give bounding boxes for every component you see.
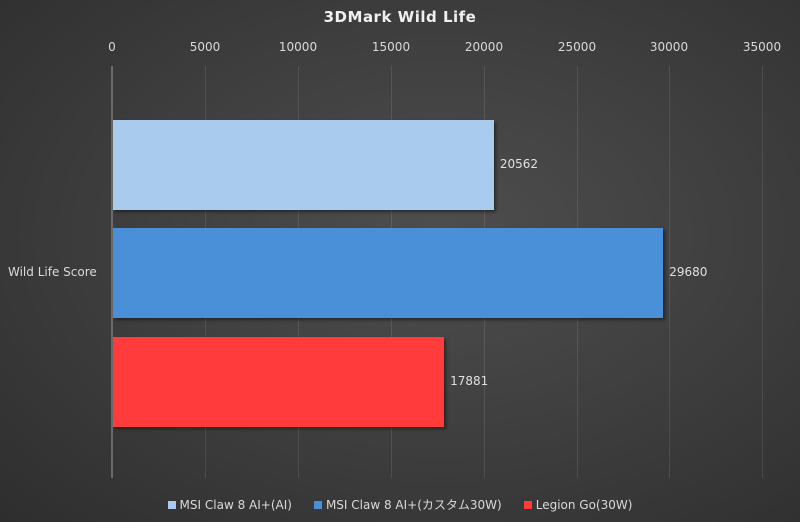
bar-legion-go-30w — [113, 337, 445, 427]
y-axis-line — [111, 66, 113, 478]
x-tick-label: 35000 — [742, 40, 782, 54]
category-label: Wild Life Score — [8, 265, 97, 279]
data-label: 20562 — [499, 157, 539, 171]
legend-swatch-icon — [523, 500, 532, 509]
x-tick-label: 15000 — [371, 40, 411, 54]
gridline — [669, 66, 670, 478]
legend-item: MSI Claw 8 AI+(AI) — [167, 496, 292, 513]
legend-label: MSI Claw 8 AI+(AI) — [179, 497, 292, 512]
legend-label: Legion Go(30W) — [535, 497, 633, 512]
x-tick-label: 25000 — [557, 40, 597, 54]
x-tick-label: 0 — [108, 40, 116, 54]
legend-label: MSI Claw 8 AI+(カスタム30W) — [325, 498, 502, 512]
bar-msi-claw-ai — [113, 120, 494, 210]
data-label: 17881 — [450, 374, 489, 388]
legend: MSI Claw 8 AI+(AI) MSI Claw 8 AI+(カスタム30… — [0, 496, 800, 513]
x-tick-label: 5000 — [189, 40, 221, 54]
bar-msi-claw-custom-30w — [113, 228, 664, 318]
x-tick-label: 10000 — [278, 40, 318, 54]
legend-swatch-icon — [167, 500, 176, 509]
gridline — [762, 66, 763, 478]
x-tick-label: 20000 — [464, 40, 504, 54]
data-label: 29680 — [669, 265, 708, 279]
legend-swatch-icon — [313, 500, 322, 509]
legend-item: MSI Claw 8 AI+(カスタム30W) — [313, 496, 502, 513]
legend-item: Legion Go(30W) — [523, 496, 633, 513]
x-tick-label: 30000 — [649, 40, 689, 54]
chart-title: 3DMark Wild Life — [323, 8, 477, 26]
